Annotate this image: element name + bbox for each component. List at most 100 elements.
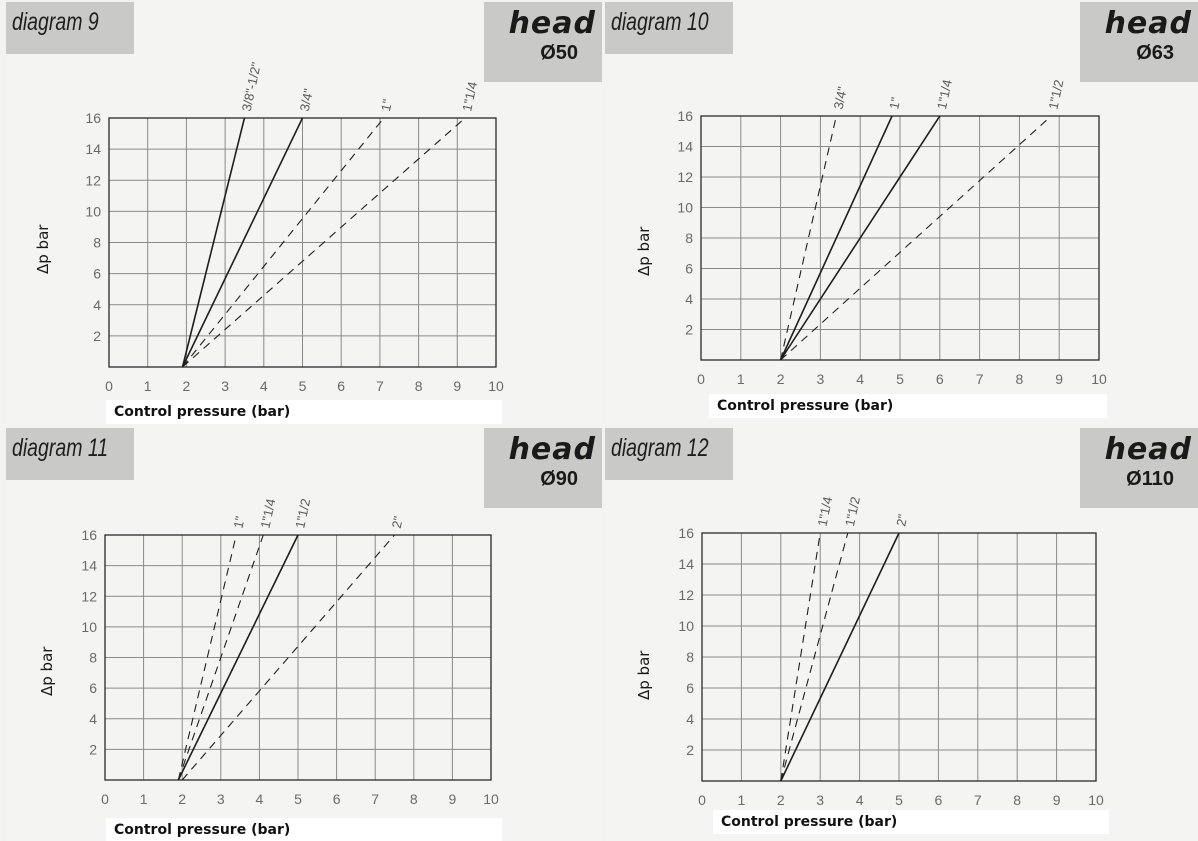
x-tick-label: 4 — [256, 791, 264, 807]
diagram-panel-12: diagram 12 head Ø110 0 1 2 3 4 5 6 7 8 9 10 2 4 6 8 10 1… — [605, 428, 1198, 841]
series-label: 1" — [886, 96, 903, 111]
head-diameter: Ø63 — [1136, 42, 1174, 64]
y-tick-label: 8 — [93, 235, 101, 251]
diagram-title: diagram 9 — [12, 8, 99, 36]
y-tick-label: 14 — [81, 558, 97, 574]
head-label: head — [1104, 432, 1192, 467]
y-axis-label: Δp bar — [38, 646, 56, 696]
diagram-title: diagram 11 — [12, 434, 109, 462]
x-tick-label: 6 — [935, 792, 943, 808]
y-tick-label: 4 — [93, 297, 101, 313]
x-tick-label: 10 — [488, 378, 504, 394]
head-badge: head Ø90 — [484, 428, 602, 508]
x-tick-label: 7 — [371, 791, 379, 807]
y-tick-label: 2 — [89, 741, 97, 757]
y-tick-label: 8 — [89, 650, 97, 666]
x-axis-label: Control pressure (bar) — [114, 404, 291, 420]
head-badge: head Ø63 — [1080, 2, 1198, 82]
y-tick-label: 2 — [686, 742, 694, 758]
x-axis-label: Control pressure (bar) — [114, 822, 291, 838]
y-tick-label: 10 — [677, 200, 693, 216]
series-line — [177, 534, 264, 781]
series-label: 1"1/4 — [459, 80, 480, 112]
x-tick-label: 7 — [376, 378, 384, 394]
x-tick-label: 9 — [453, 378, 461, 394]
head-badge: head Ø50 — [484, 2, 602, 82]
grid — [105, 535, 491, 780]
x-tick-label: 4 — [856, 792, 864, 808]
x-tick-label: 8 — [410, 791, 418, 807]
head-diameter: Ø50 — [540, 42, 578, 64]
x-tick-label: 2 — [178, 791, 186, 807]
title-tab — [6, 2, 134, 54]
x-axis-label: Control pressure (bar) — [721, 814, 898, 830]
series-label: 3/4" — [297, 87, 316, 113]
series-line — [177, 534, 299, 781]
series-line — [182, 117, 385, 368]
x-tick-label: 1 — [144, 378, 152, 394]
y-tick-label: 10 — [85, 203, 101, 219]
y-tick-label: 12 — [85, 172, 101, 188]
x-tick-label: 6 — [337, 378, 345, 394]
x-tick-label: 10 — [483, 791, 499, 807]
title-tab — [6, 428, 134, 480]
x-tick-label: 5 — [294, 791, 302, 807]
grid — [109, 118, 496, 367]
head-label: head — [1104, 6, 1192, 41]
diagram-title: diagram 10 — [611, 8, 709, 36]
x-tick-label: 0 — [697, 371, 705, 387]
y-tick-label: 16 — [677, 108, 693, 124]
x-tick-label: 9 — [449, 791, 457, 807]
y-tick-label: 10 — [81, 619, 97, 635]
y-tick-label: 6 — [686, 680, 694, 696]
y-tick-label: 16 — [85, 110, 101, 126]
title-tab — [605, 2, 733, 54]
x-tick-label: 1 — [140, 791, 148, 807]
x-tick-label: 8 — [1016, 371, 1024, 387]
diagram-panel-10: diagram 10 head Ø63 0 1 2 3 4 5 6 7 8 9 10 2 4 6 8 10 12… — [605, 2, 1198, 424]
y-tick-label: 6 — [89, 680, 97, 696]
y-tick-label: 12 — [677, 169, 693, 185]
x-tick-label: 3 — [816, 792, 824, 808]
x-tick-label: 2 — [777, 371, 785, 387]
x-tick-label: 10 — [1091, 371, 1107, 387]
grid — [702, 533, 1096, 781]
series-line — [780, 532, 900, 782]
x-tick-label: 7 — [974, 792, 982, 808]
x-tick-label: 5 — [895, 792, 903, 808]
head-label: head — [508, 6, 596, 41]
x-tick-label: 9 — [1053, 792, 1061, 808]
y-tick-label: 6 — [93, 266, 101, 282]
series-label: 1" — [378, 98, 395, 113]
plot-frame — [700, 115, 1100, 361]
y-axis-label: Δp bar — [635, 226, 653, 276]
series-label: 1"1/2 — [1046, 78, 1067, 110]
series-line — [780, 532, 849, 782]
x-tick-label: 4 — [260, 378, 268, 394]
series-label: 1"1/4 — [934, 78, 955, 110]
series-line — [779, 115, 893, 361]
y-axis-label: Δp bar — [635, 650, 653, 700]
y-tick-label: 14 — [678, 556, 694, 572]
x-tick-label: 5 — [896, 371, 904, 387]
series-label: 2" — [893, 513, 910, 528]
x-tick-label: 7 — [976, 371, 984, 387]
x-tick-label: 2 — [183, 378, 191, 394]
y-tick-label: 2 — [93, 328, 101, 344]
head-badge: head Ø110 — [1080, 428, 1198, 508]
y-tick-label: 16 — [678, 525, 694, 541]
y-tick-label: 12 — [81, 588, 97, 604]
x-tick-label: 10 — [1088, 792, 1104, 808]
x-tick-label: 2 — [777, 792, 785, 808]
series-line — [181, 117, 246, 368]
diagram-title: diagram 12 — [611, 434, 709, 462]
series-label: 3/4" — [831, 85, 850, 111]
y-tick-label: 6 — [685, 261, 693, 277]
y-tick-label: 14 — [677, 139, 693, 155]
series-line — [182, 117, 466, 368]
x-tick-label: 8 — [1013, 792, 1021, 808]
y-tick-label: 10 — [678, 618, 694, 634]
